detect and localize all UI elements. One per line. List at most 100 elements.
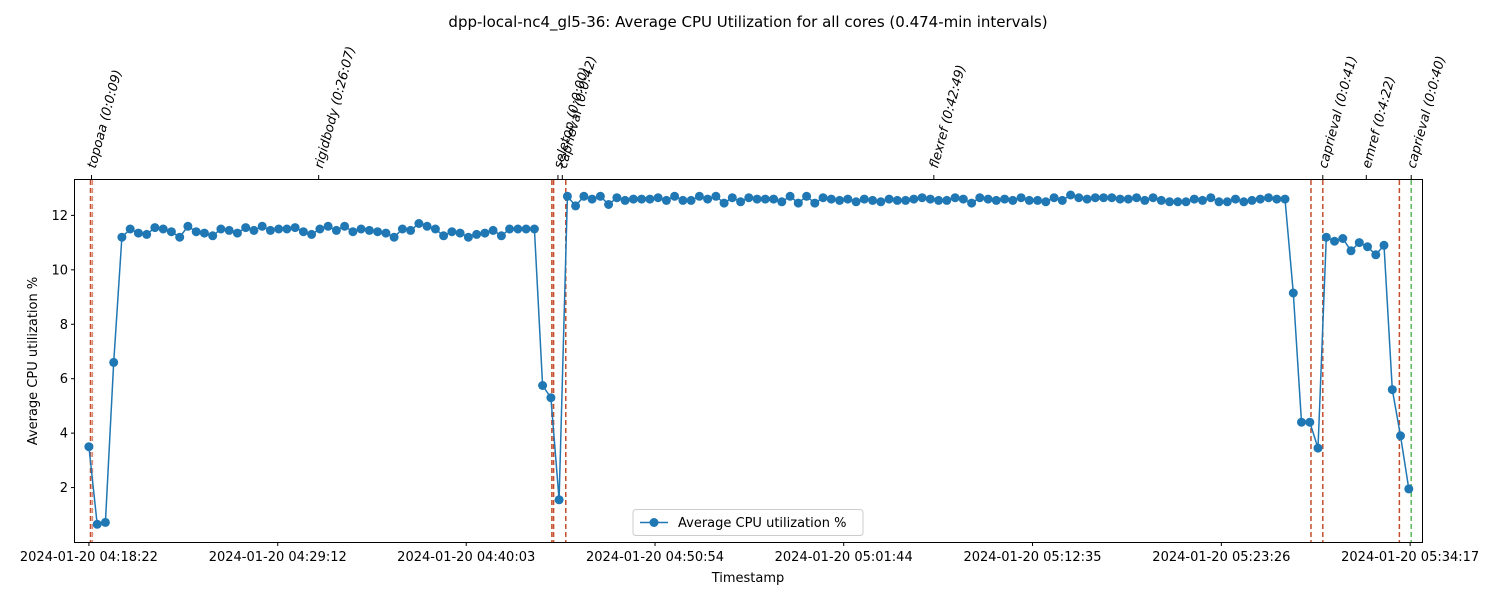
data-point (785, 191, 795, 201)
y-tick-label: 10 (51, 263, 68, 278)
data-point (587, 194, 597, 204)
data-point (554, 495, 564, 505)
data-point (175, 232, 185, 242)
data-point (661, 195, 671, 205)
data-point (315, 224, 325, 234)
series-line (88, 194, 1410, 526)
annotation-label: rigidbody (0:26:07) (312, 45, 359, 170)
annotation-label: emref (0:4:22) (1360, 75, 1399, 170)
data-point (1272, 194, 1282, 204)
data-point (612, 193, 622, 203)
y-tick-label: 2 (60, 481, 68, 496)
data-point (942, 195, 952, 205)
data-point (1280, 194, 1290, 204)
data-point (670, 191, 680, 201)
data-point (331, 225, 341, 235)
data-point (851, 197, 861, 207)
data-point (678, 195, 688, 205)
data-point (1008, 195, 1018, 205)
data-point (1338, 234, 1348, 243)
data-point (760, 194, 770, 204)
data-point (719, 198, 729, 208)
data-point (1313, 443, 1323, 453)
data-point (653, 193, 663, 203)
annotation-label: caprieval (0:0:40) (1405, 54, 1449, 170)
data-point (769, 194, 779, 204)
data-point (1123, 194, 1133, 204)
data-point (1354, 238, 1364, 248)
data-point (472, 229, 482, 239)
data-point (1346, 246, 1356, 256)
data-point (224, 225, 234, 235)
data-point (389, 232, 399, 242)
legend: Average CPU utilization % (632, 509, 864, 536)
data-point (694, 191, 704, 201)
data-point (975, 193, 985, 203)
data-point (439, 231, 449, 241)
data-point (199, 228, 209, 238)
data-point (901, 195, 911, 205)
data-point (686, 195, 696, 205)
data-point (579, 191, 589, 201)
x-tick-label: 2024-01-20 05:34:17 (1341, 550, 1479, 565)
data-point (1132, 193, 1142, 203)
data-point (422, 221, 432, 231)
data-point (521, 224, 531, 234)
data-point (868, 195, 878, 205)
data-point (1107, 193, 1117, 203)
x-tick-label: 2024-01-20 04:29:12 (209, 550, 347, 565)
data-point (505, 224, 515, 234)
data-point (620, 195, 630, 205)
data-point (1387, 385, 1397, 395)
data-point (241, 223, 251, 233)
data-point (1222, 197, 1232, 207)
data-point (1181, 197, 1191, 207)
data-point (1396, 431, 1405, 441)
data-point (166, 227, 176, 237)
data-point (892, 195, 902, 205)
data-point (1041, 197, 1051, 207)
data-point (1140, 195, 1150, 205)
data-point (406, 225, 416, 235)
data-point (876, 197, 886, 207)
data-point (529, 224, 539, 234)
data-point (826, 194, 836, 204)
data-point (1231, 194, 1240, 204)
x-tick-label: 2024-01-20 04:40:03 (397, 550, 535, 565)
data-point (1057, 195, 1067, 205)
y-tick-label: 4 (60, 427, 68, 442)
data-point (967, 198, 977, 208)
data-point (364, 225, 374, 235)
data-point (727, 193, 737, 203)
data-point (802, 191, 812, 201)
data-point (1330, 236, 1339, 246)
legend-label: Average CPU utilization % (678, 516, 846, 531)
data-point (595, 191, 605, 201)
data-point (1321, 232, 1331, 242)
data-point (397, 224, 407, 234)
data-point (909, 194, 919, 204)
data-point (84, 442, 94, 452)
data-point (628, 194, 638, 204)
y-tick-label: 6 (60, 372, 68, 387)
data-point (1099, 193, 1109, 203)
data-point (265, 225, 275, 235)
data-point (752, 194, 762, 204)
data-point (1247, 195, 1257, 205)
data-point (1305, 417, 1315, 427)
data-point (1206, 193, 1216, 203)
data-point (1074, 193, 1084, 203)
data-point (133, 228, 143, 238)
data-point (1049, 193, 1059, 203)
data-point (1371, 250, 1381, 260)
data-point (1082, 194, 1092, 204)
x-tick-label: 2024-01-20 05:01:44 (775, 550, 913, 565)
data-point (100, 517, 110, 527)
y-axis-label: Average CPU utilization % (26, 277, 41, 445)
data-point (1214, 197, 1224, 207)
y-tick-label: 12 (51, 209, 68, 224)
data-point (282, 224, 292, 234)
data-point (1363, 242, 1372, 252)
data-point (232, 228, 242, 238)
